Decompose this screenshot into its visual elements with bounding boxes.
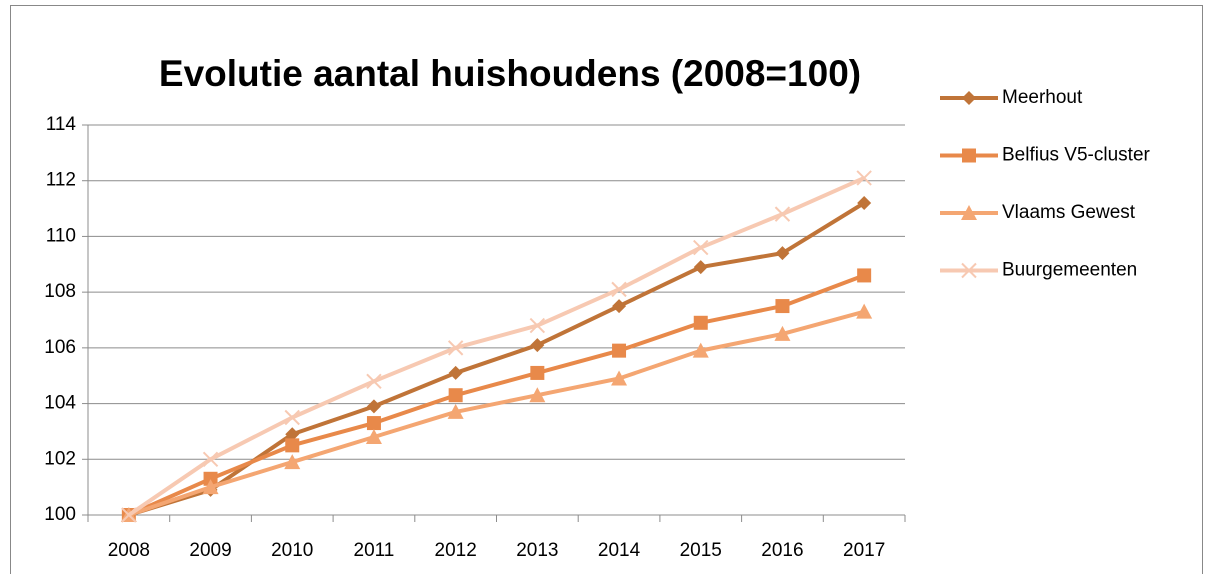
y-tick-label: 110 <box>46 225 76 246</box>
data-point <box>121 507 137 523</box>
data-point <box>284 454 301 470</box>
data-point <box>692 342 709 358</box>
data-point <box>693 239 709 256</box>
data-point <box>448 388 463 403</box>
data-point <box>202 451 219 467</box>
x-tick-label: 2009 <box>189 540 231 561</box>
data-point <box>529 317 546 334</box>
data-point <box>447 403 464 419</box>
legend-marker <box>961 262 977 279</box>
data-point <box>611 281 627 298</box>
x-tick-label: 2016 <box>761 540 803 561</box>
x-tick-label: 2014 <box>598 540 641 561</box>
data-point <box>693 315 708 330</box>
data-point <box>856 170 872 186</box>
data-point <box>774 325 791 341</box>
data-point <box>529 387 546 403</box>
data-point <box>857 268 872 283</box>
data-point <box>366 373 382 389</box>
series-line <box>128 273 865 517</box>
legend-marker <box>961 205 977 220</box>
data-point <box>775 246 790 261</box>
data-point <box>856 303 873 319</box>
data-point <box>284 409 300 426</box>
data-point <box>366 416 381 431</box>
data-point <box>611 370 628 386</box>
data-point <box>203 471 218 486</box>
data-point <box>857 196 872 210</box>
legend-label: Buurgemeenten <box>1002 260 1137 281</box>
y-tick-label: 108 <box>44 281 76 302</box>
data-point <box>530 338 545 353</box>
data-point <box>612 299 627 314</box>
data-point <box>366 399 381 414</box>
x-tick-label: 2008 <box>108 540 150 561</box>
data-point <box>612 343 627 358</box>
legend-marker <box>962 91 976 105</box>
x-tick-label: 2010 <box>271 540 313 561</box>
legend-label: Belfius V5-cluster <box>1002 145 1151 166</box>
y-tick-label: 100 <box>44 504 76 525</box>
legend-marker <box>962 148 976 163</box>
data-point <box>775 299 790 314</box>
series-line <box>128 309 865 517</box>
y-tick-label: 102 <box>44 448 76 469</box>
y-tick-label: 104 <box>44 393 76 414</box>
data-point <box>448 365 463 380</box>
data-point <box>530 365 545 380</box>
data-point <box>285 427 300 442</box>
data-point <box>693 260 708 275</box>
chart-title: Evolutie aantal huishoudens (2008=100) <box>159 53 861 94</box>
x-tick-label: 2015 <box>680 540 722 561</box>
data-point <box>285 438 300 453</box>
y-tick-label: 106 <box>44 337 76 358</box>
data-point <box>202 479 219 495</box>
x-tick-label: 2012 <box>435 540 477 561</box>
data-point <box>447 340 464 356</box>
series-line <box>127 176 865 517</box>
data-point <box>365 429 382 444</box>
legend-label: Meerhout <box>1002 87 1083 108</box>
x-tick-label: 2017 <box>843 540 885 561</box>
x-tick-label: 2011 <box>354 540 395 561</box>
data-point <box>774 206 791 222</box>
legend-label: Vlaams Gewest <box>1002 202 1136 223</box>
y-tick-label: 112 <box>46 170 76 191</box>
x-tick-label: 2013 <box>516 540 558 561</box>
y-tick-label: 114 <box>46 114 77 135</box>
